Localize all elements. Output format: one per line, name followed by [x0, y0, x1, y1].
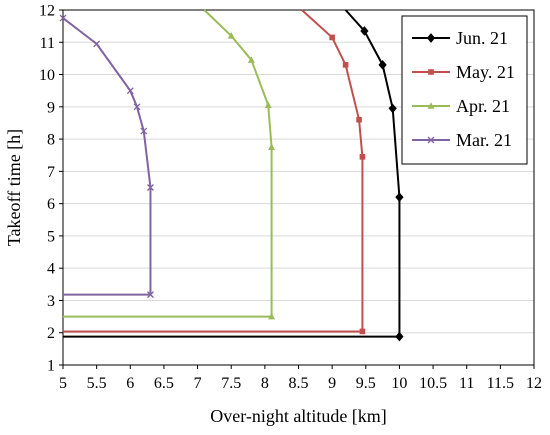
x-tick-label: 12 [526, 375, 542, 392]
data-point [395, 192, 404, 202]
series-line [63, 9, 401, 338]
y-tick-label: 12 [39, 3, 55, 20]
y-tick-label: 8 [47, 132, 55, 149]
data-point [268, 143, 276, 150]
data-point [329, 34, 335, 41]
x-tick-label: 6 [126, 375, 134, 392]
y-axis-title: Takeoff time [h] [4, 129, 24, 246]
legend-label: May. 21 [456, 62, 515, 82]
x-tick-label: 8.5 [289, 375, 309, 392]
y-tick-label: 1 [47, 358, 55, 375]
data-point [378, 60, 387, 70]
data-point [427, 136, 435, 144]
series-0 [63, 9, 404, 342]
data-point [395, 331, 404, 342]
legend: Jun. 21 May. 21 Apr. 21 Mar. 21 [401, 15, 528, 165]
data-point [426, 33, 436, 43]
series-3 [59, 14, 154, 299]
legend-item: Jun. 21 [412, 28, 508, 48]
x-tick-label: 11.5 [487, 375, 514, 392]
data-point [133, 103, 141, 111]
data-point [227, 32, 235, 39]
data-point [360, 26, 369, 36]
legend-label: Apr. 21 [456, 96, 510, 116]
legend-item: Mar. 21 [412, 130, 512, 150]
series-2 [63, 9, 276, 320]
x-tick-label: 8 [261, 375, 269, 392]
series-group [59, 9, 404, 342]
series-line [62, 17, 152, 296]
legend-label: Jun. 21 [456, 28, 508, 48]
data-point [268, 312, 276, 320]
x-tick-label: 5.5 [87, 375, 107, 392]
data-point [93, 40, 101, 48]
data-point [359, 154, 366, 160]
y-tick-label: 2 [47, 325, 55, 342]
y-tick-label: 4 [47, 261, 55, 278]
legend-item: May. 21 [412, 62, 515, 82]
data-point [264, 101, 272, 109]
y-tick-label: 6 [47, 196, 55, 213]
data-point [147, 291, 154, 299]
data-point [428, 69, 434, 75]
x-tick-label: 5 [59, 375, 67, 392]
x-axis-ticks: 5 5.5 6 6.5 7 7.5 8 8.5 9 9.5 10 10.5 11 11.5 12 [59, 365, 542, 392]
x-tick-label: 9.5 [356, 375, 376, 392]
data-point [59, 14, 67, 22]
y-tick-label: 9 [47, 99, 55, 116]
x-tick-label: 7.5 [221, 375, 241, 392]
y-tick-label: 10 [39, 67, 55, 84]
series-1 [63, 9, 366, 335]
y-tick-label: 7 [47, 164, 55, 181]
y-tick-label: 5 [47, 228, 55, 245]
data-point [147, 184, 154, 191]
data-point [140, 127, 148, 135]
data-point [359, 328, 366, 335]
data-point [427, 102, 435, 109]
data-point [342, 62, 349, 68]
y-tick-label: 3 [47, 293, 55, 310]
x-axis-title: Over-night altitude [km] [210, 406, 387, 426]
data-point [126, 87, 134, 95]
legend-label: Mar. 21 [456, 130, 512, 150]
series-line [63, 9, 273, 318]
y-tick-label: 11 [40, 35, 55, 52]
legend-item: Apr. 21 [412, 96, 510, 116]
x-tick-label: 7 [194, 375, 202, 392]
x-tick-label: 10.5 [419, 375, 447, 392]
x-tick-label: 6.5 [154, 375, 174, 392]
x-tick-label: 10 [391, 375, 407, 392]
data-point [356, 116, 362, 123]
data-point [388, 103, 397, 114]
x-tick-label: 11 [459, 375, 474, 392]
data-point [247, 56, 255, 63]
x-tick-label: 9 [328, 375, 336, 392]
